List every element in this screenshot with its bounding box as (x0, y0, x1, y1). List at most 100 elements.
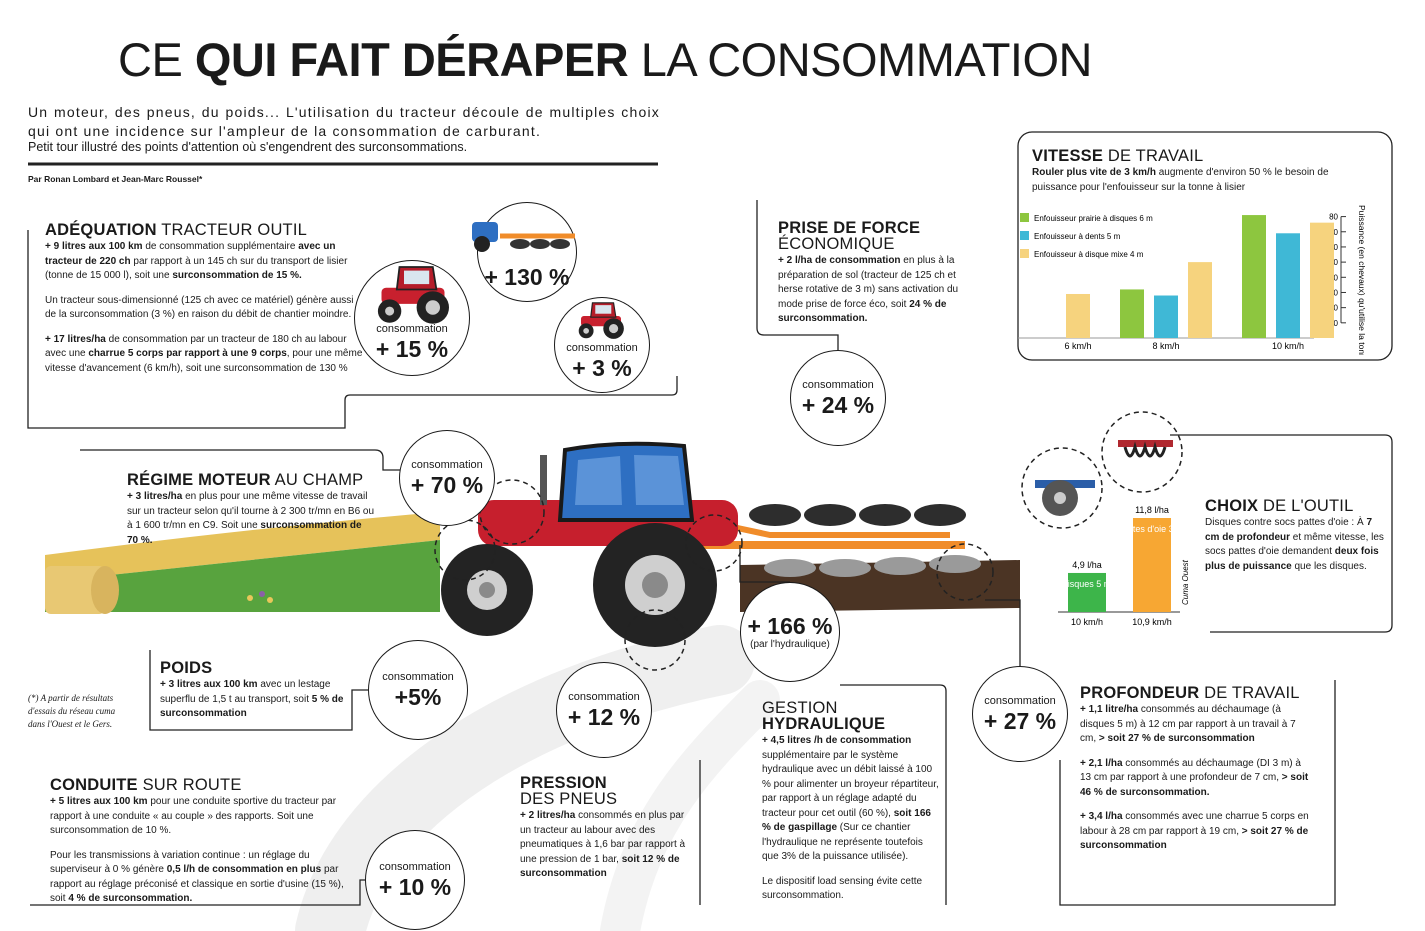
bold-run: HYDRAULIQUE (762, 715, 886, 733)
title: CE QUI FAIT DÉRAPER LA CONSOMMATION (118, 32, 1092, 87)
badge: consommation + 3 % (554, 297, 650, 393)
bar (1188, 262, 1212, 338)
legend-label: Enfouisseur à disque mixe 4 m (1034, 250, 1144, 259)
text-run: Le dispositif load sensing évite cette s… (762, 875, 923, 902)
tractor (441, 441, 738, 647)
badge-value: + 3 % (572, 355, 632, 382)
text-run: DE TRAVAIL (1103, 147, 1204, 165)
bold-run: + 3 litres/ha (127, 491, 183, 502)
section: ADÉQUATION TRACTEUR OUTIL + 9 litres aux … (45, 222, 363, 386)
text-run: par rapport à un 145 ch sur du transport… (45, 255, 348, 282)
section-heading: CHOIX DE L'OUTIL (1205, 498, 1385, 515)
bold-run: + 3 litres aux 100 km (160, 679, 258, 690)
source: Cuma Ouest (1181, 559, 1190, 605)
badge: consommation + 70 % (399, 430, 495, 526)
legend-label: Enfouisseur prairie à disques 6 m (1034, 214, 1153, 223)
section: PROFONDEUR DE TRAVAIL + 1,1 litre/ha cons… (1080, 685, 1312, 864)
bold-run: surconsommation de 70 %. (127, 520, 362, 546)
heading-line: DES PNEUS (520, 790, 692, 808)
text-run: CE (118, 33, 195, 86)
text-run: TRACTEUR OUTIL (156, 221, 307, 239)
text-run: Disques contre socs pattes d'oie : À (1205, 517, 1367, 528)
badge: consommation + 10 % (365, 830, 465, 930)
text-run: (Sur ce chantier l'hydraulique ne représ… (762, 822, 923, 862)
section-heading: POIDS (160, 660, 350, 677)
paragraph: Un tracteur sous-dimensionné (125 ch ave… (45, 294, 363, 323)
text-run: augmente d'environ 50 % le besoin de pui… (1032, 167, 1329, 193)
paragraph: + 3 litres/ha en plus pour une même vite… (127, 490, 375, 548)
badge: + 166 % (par l'hydraulique) (740, 582, 840, 682)
heading-line: POIDS (160, 660, 350, 677)
bar (1068, 572, 1106, 612)
section-heading: PRESSION DES PNEUS (520, 774, 692, 808)
bold-run: 24 % de surconsommation. (778, 298, 947, 325)
text-run: DES PNEUS (520, 790, 618, 808)
bold-run: deux fois plus de puissance (1205, 546, 1379, 572)
text-run: ÉCONOMIQUE (778, 235, 895, 253)
bold-run: + 2 l/ha de consommation (778, 255, 901, 266)
badge-label: consommation (984, 694, 1056, 707)
section: VITESSE DE TRAVAIL Rouler plus vite de 3 … (1032, 148, 1362, 205)
heading-line: HYDRAULIQUE (762, 715, 940, 733)
x-tick-label: 8 km/h (1152, 341, 1179, 351)
bold-run: + 9 litres aux 100 km (45, 241, 143, 252)
paragraph: Pour les transmissions à variation conti… (50, 849, 350, 907)
section: PRESSION DES PNEUS + 2 litres/ha consommés… (520, 775, 692, 892)
bar (1310, 222, 1334, 338)
paragraph: + 3,4 l/ha consommés avec une charrue 5 … (1080, 810, 1312, 854)
section-heading: VITESSE DE TRAVAIL (1032, 147, 1362, 165)
text-run: , pour une même vitesse d'avancement (6 … (45, 348, 363, 374)
bold-run: PROFONDEUR (1080, 684, 1200, 702)
badge-label: consommation (802, 378, 874, 391)
bold-run: + 2,1 l/ha (1080, 757, 1123, 769)
text-run: consommés en plus par un tracteur au lab… (520, 810, 686, 865)
byline: Par Ronan Lombard et Jean-Marc Roussel* (28, 174, 203, 184)
badge-label: consommation (382, 670, 454, 683)
x-tick-label: 10,9 km/h (1132, 617, 1172, 627)
bar-label: disques 5 m (1063, 579, 1112, 589)
section: CONDUITE SUR ROUTE + 5 litres aux 100 km … (50, 777, 350, 917)
text-run: de consommation supplémentaire (142, 241, 299, 252)
badge-label: consommation (376, 323, 448, 336)
bold-run: CONDUITE (50, 776, 138, 794)
badge: consommation + 12 % (556, 662, 652, 758)
intro: Petit tour illustré des points d'attenti… (28, 140, 468, 154)
badge: consommation +5% (368, 640, 468, 740)
bold-run: > soit 46 % de surconsommation. (1080, 772, 1309, 798)
bar (1276, 233, 1300, 338)
section-heading: PRISE DE FORCE ÉCONOMIQUE (778, 220, 968, 253)
bold-run: PRESSION (520, 774, 607, 792)
bold-run: Rouler plus vite de 3 km/h (1032, 167, 1156, 178)
heading-line: PRESSION (520, 774, 692, 792)
bar (1133, 518, 1171, 612)
text-run: pour une conduite sportive du tracteur p… (50, 796, 337, 836)
bold-run: surconsommation de 15 %. (172, 270, 302, 281)
bold-run: + 4,5 litres /h de consommation (762, 735, 912, 746)
text-run: par rapport au réglage préconisé et clas… (50, 864, 344, 904)
text-run: avec un lestage superflu de 1,5 t au tra… (160, 679, 331, 705)
text-run: GESTION (762, 699, 838, 717)
text-run: consommés au déchaumage (DI 3 m) à 13 cm… (1080, 757, 1301, 784)
heading-line: GESTION (762, 699, 940, 717)
bold-run: avec un tracteur de 220 ch (45, 241, 336, 267)
bold-run: RÉGIME MOTEUR (127, 471, 271, 489)
badge-label: consommation (379, 860, 451, 873)
paragraph: + 1,1 litre/ha consommés au déchaumage (… (1080, 703, 1312, 747)
x-tick-label: 6 km/h (1064, 341, 1091, 351)
badge-value: + 166 % (747, 613, 833, 639)
connectors (27, 131, 1393, 906)
bar (1120, 289, 1144, 338)
heading-line: VITESSE DE TRAVAIL (1032, 147, 1362, 165)
source: Cuma Ouest (1014, 274, 1016, 320)
paragraph: + 3 litres aux 100 km avec un lestage su… (160, 678, 350, 722)
badge-value: + 24 % (801, 391, 875, 418)
paragraph: Le dispositif load sensing évite cette s… (762, 875, 940, 904)
legend-swatch (1020, 213, 1029, 222)
text-run: en plus à la préparation de sol (tracteu… (778, 255, 959, 310)
bar (1066, 293, 1090, 338)
section: POIDS + 3 litres aux 100 km avec un lesta… (160, 660, 350, 732)
paragraph: + 5 litres aux 100 km pour une conduite … (50, 795, 350, 839)
text-run: que les disques. (1291, 560, 1367, 572)
badge-value: + 15 % (375, 336, 449, 363)
